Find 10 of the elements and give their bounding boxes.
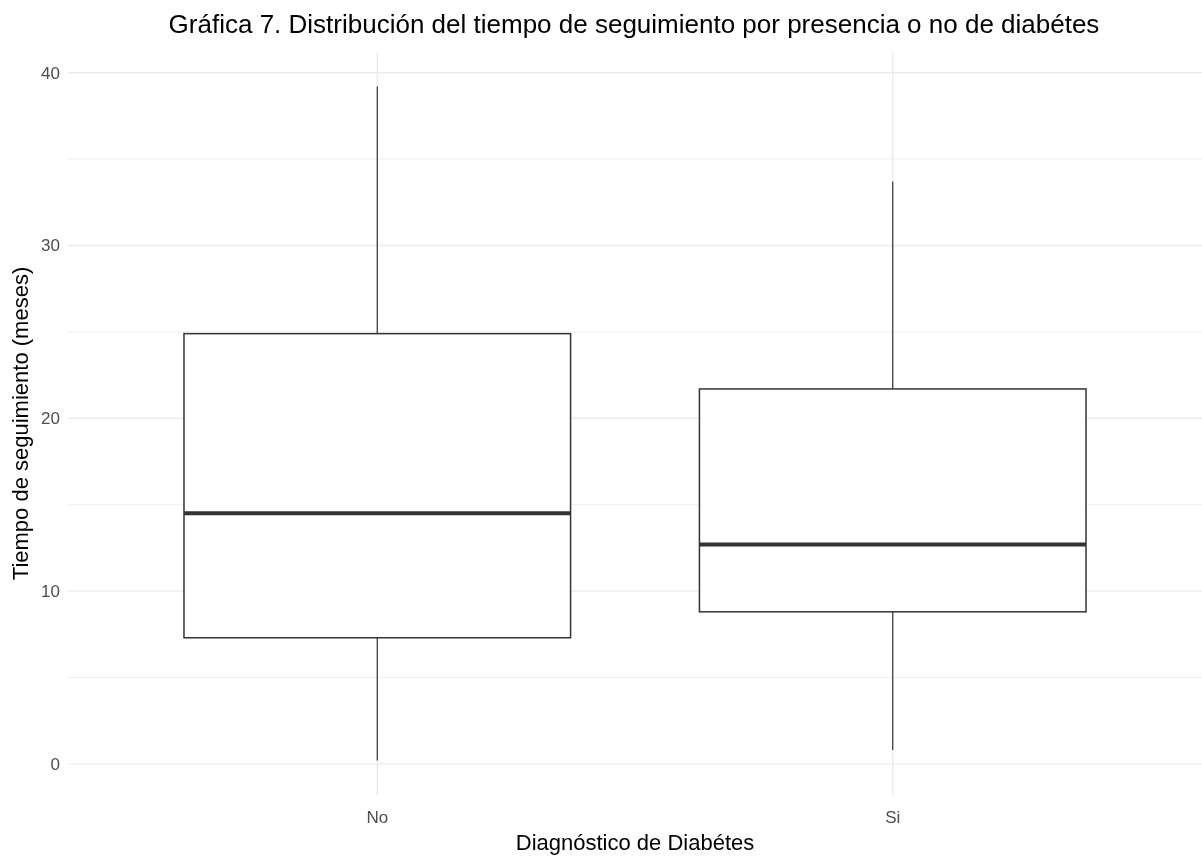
y-tick-label: 10 xyxy=(41,582,60,602)
y-tick-label: 40 xyxy=(41,63,60,83)
y-tick-label: 0 xyxy=(50,754,60,774)
x-axis-title: Diagnóstico de Diabétes xyxy=(515,830,755,855)
y-axis-title: Tiempo de seguimiento (meses) xyxy=(8,266,33,581)
y-tick-label: 20 xyxy=(41,409,60,429)
x-tick-label: Si xyxy=(885,808,901,827)
y-tick-label: 30 xyxy=(41,236,60,256)
chart-title: Gráfica 7. Distribución del tiempo de seguimiento por presencia o no de diabétes xyxy=(168,9,1100,39)
x-tick-label: No xyxy=(366,808,389,827)
